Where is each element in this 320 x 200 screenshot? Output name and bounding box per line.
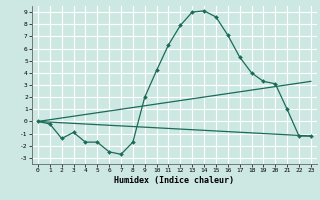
X-axis label: Humidex (Indice chaleur): Humidex (Indice chaleur) — [115, 176, 234, 185]
